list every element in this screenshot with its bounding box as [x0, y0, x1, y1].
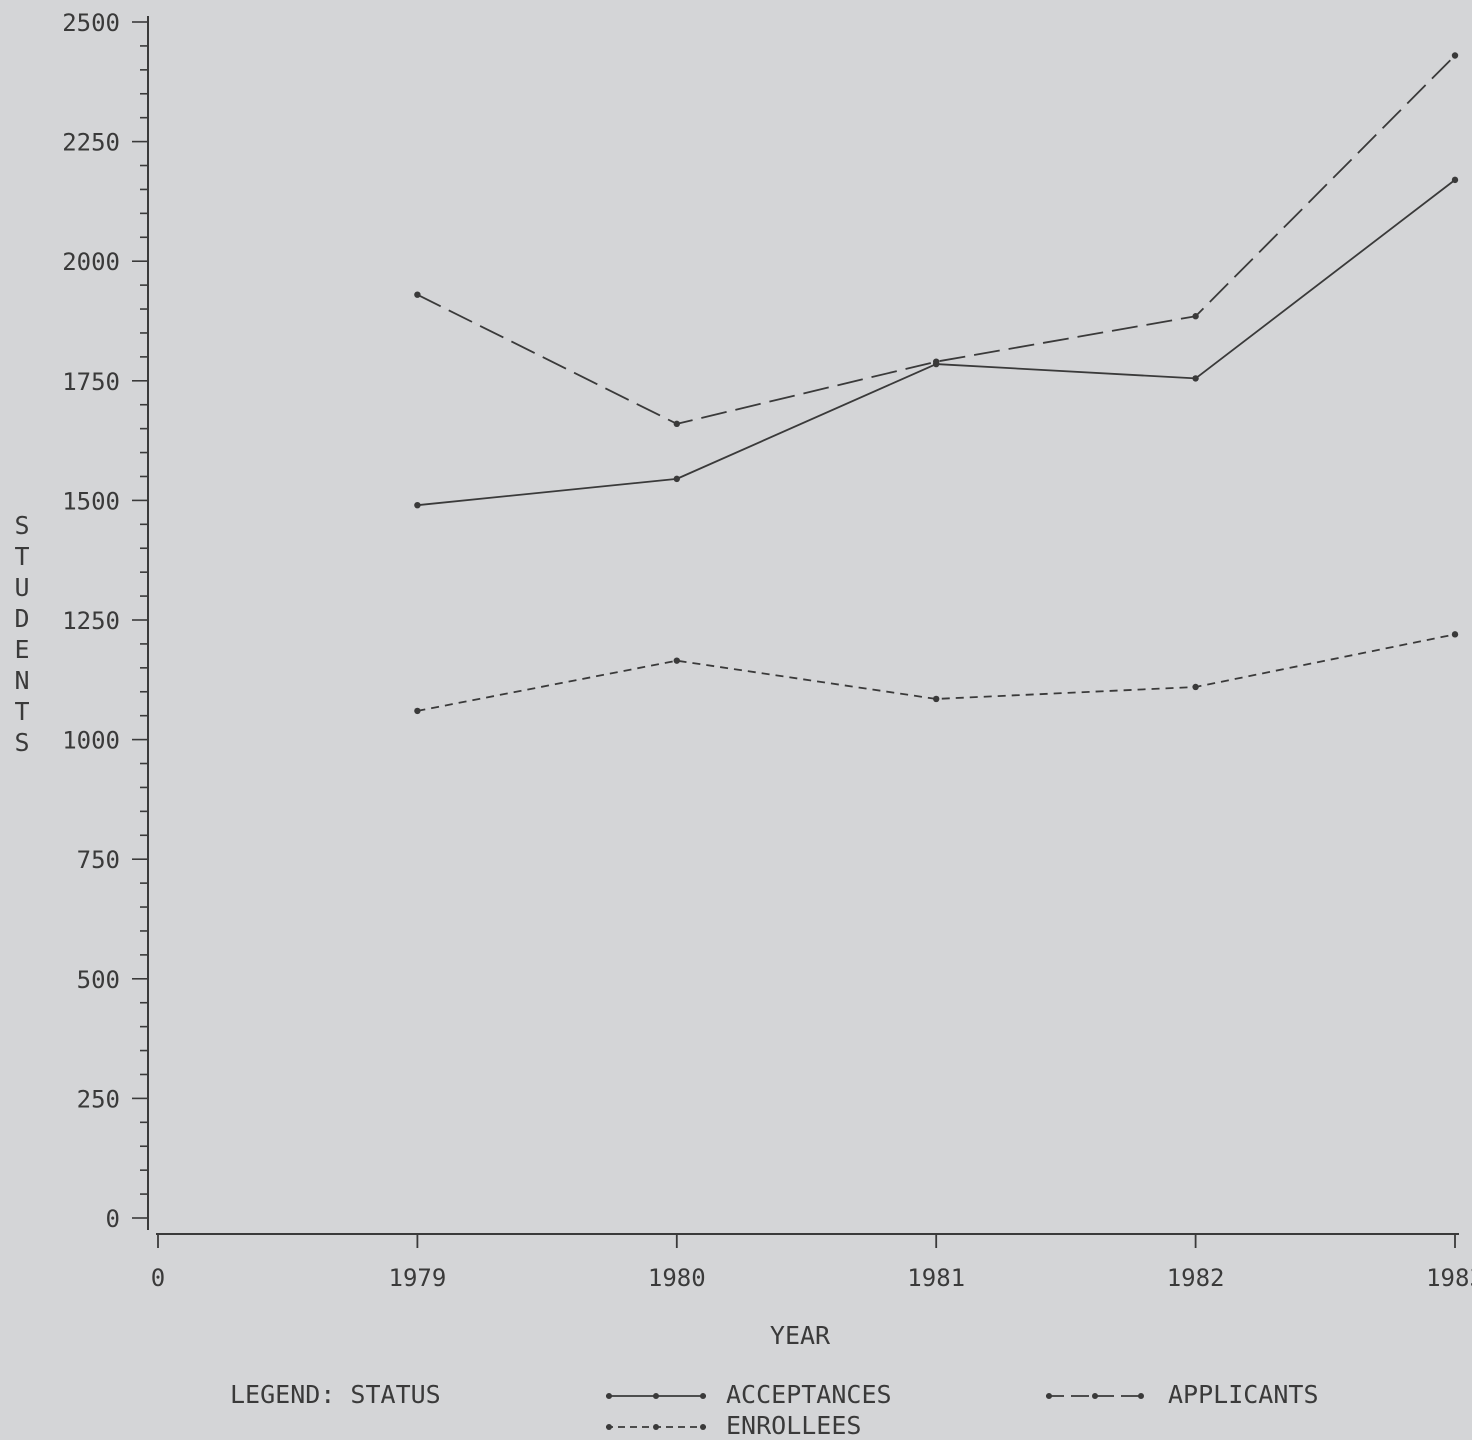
y-tick-label: 2500 — [62, 9, 120, 37]
series-applicants — [414, 52, 1459, 428]
data-point — [673, 420, 680, 428]
series-layer — [414, 52, 1459, 715]
data-point — [933, 358, 940, 365]
data-point — [673, 657, 680, 664]
series-acceptances — [414, 176, 1459, 509]
series-line — [417, 179, 1456, 507]
data-point — [1192, 683, 1199, 691]
series-line — [416, 54, 1456, 425]
legend-label: APPLICANTS — [1168, 1380, 1319, 1409]
x-tick-label: 1983 — [1426, 1264, 1472, 1292]
data-point — [673, 475, 680, 483]
x-tick-label: 1982 — [1167, 1264, 1225, 1292]
x-tick-label: 1979 — [389, 1264, 447, 1292]
y-axis-title-letter: T — [14, 542, 29, 571]
data-point — [414, 291, 421, 298]
data-point — [414, 501, 421, 509]
y-tick-label: 250 — [77, 1085, 120, 1113]
data-point — [1192, 375, 1199, 382]
y-tick-label: 1250 — [62, 607, 120, 635]
data-point — [1451, 631, 1459, 638]
y-tick-label: 1000 — [62, 727, 120, 755]
y-tick-label: 1750 — [62, 368, 120, 396]
legend-swatch-point — [700, 1393, 706, 1399]
y-axis-title-letter: N — [14, 666, 29, 695]
data-point — [414, 707, 421, 715]
series-line — [417, 633, 1456, 712]
legend-swatch-point — [1092, 1393, 1098, 1399]
legend-label: ACCEPTANCES — [726, 1380, 892, 1409]
legend-swatch-point — [606, 1424, 612, 1430]
legend-title: LEGEND: STATUS — [230, 1380, 441, 1409]
legend-item-enrollees: ENROLLEES — [606, 1411, 861, 1440]
x-tick-label: 0 — [151, 1264, 165, 1292]
y-axis-title-letter: E — [14, 635, 29, 664]
legend-swatch-point — [1046, 1393, 1052, 1399]
x-axis: 0 1979 1980 1981 1982 1983 — [151, 1233, 1472, 1292]
data-point — [1451, 176, 1459, 184]
legend: LEGEND: STATUS ACCEPTANCES APPLICANTS ENRO… — [230, 1380, 1319, 1440]
y-axis: 0 250 500 750 1000 1250 1500 1750 2000 2250 2500 — [62, 9, 149, 1233]
legend-item-applicants: APPLICANTS — [1046, 1380, 1319, 1409]
y-tick-label: 750 — [77, 846, 120, 874]
y-tick-label: 500 — [77, 966, 120, 994]
data-point — [933, 695, 940, 703]
legend-swatch-point — [700, 1424, 706, 1430]
y-axis-title-letter: T — [14, 697, 29, 726]
x-tick-label: 1981 — [907, 1264, 965, 1292]
legend-swatch-point — [1138, 1393, 1144, 1399]
legend-swatch-point — [606, 1393, 612, 1399]
data-point — [1451, 52, 1459, 59]
y-tick-label: 1500 — [62, 487, 120, 515]
legend-swatch-point — [653, 1393, 659, 1399]
y-axis-title-letter: S — [14, 728, 29, 757]
x-axis-title: YEAR — [770, 1321, 831, 1350]
y-tick-label: 0 — [106, 1205, 120, 1233]
y-axis-title-letter: U — [14, 573, 29, 602]
data-point — [1192, 313, 1199, 320]
legend-swatch-point — [653, 1424, 659, 1430]
y-axis-title-letter: S — [14, 511, 29, 540]
legend-item-acceptances: ACCEPTANCES — [606, 1380, 892, 1409]
y-tick-label: 2250 — [62, 129, 120, 157]
series-enrollees — [414, 631, 1459, 715]
x-tick-label: 1980 — [648, 1264, 706, 1292]
y-tick-label: 2000 — [62, 248, 120, 276]
legend-label: ENROLLEES — [726, 1411, 861, 1440]
y-axis-title-letter: D — [14, 604, 29, 633]
